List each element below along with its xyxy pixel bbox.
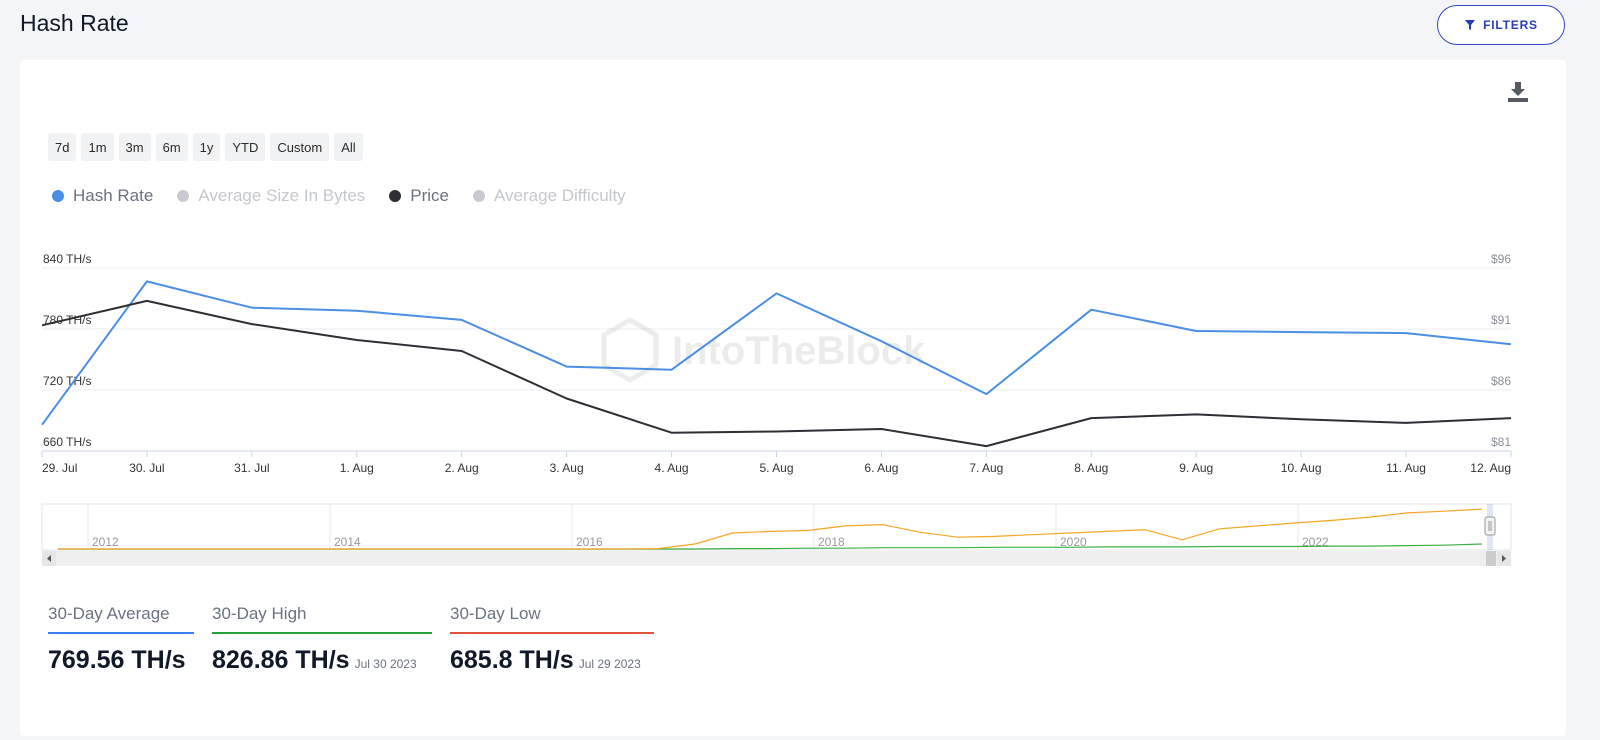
watermark-logo <box>601 317 659 383</box>
legend-dot <box>389 190 402 202</box>
y-right-tick-label: $86 <box>1491 374 1511 388</box>
range-all-button[interactable]: All <box>334 133 363 161</box>
navigator-year-label: 2022 <box>1302 535 1329 549</box>
watermark: IntoTheBlock <box>601 317 926 383</box>
range-1y-button[interactable]: 1y <box>192 133 221 161</box>
scrollbar-track <box>42 551 1511 566</box>
navigator-year-label: 2020 <box>1060 535 1087 549</box>
legend-label: Average Size In Bytes <box>198 186 366 205</box>
stat-label: 30-Day Average <box>48 604 194 634</box>
navigator-frame <box>41 503 1512 551</box>
range-buttons: 7d 1m 3m 6m 1y YTD Custom All <box>48 133 363 161</box>
legend-label: Average Difficulty <box>494 186 626 205</box>
scrollbar-thumb <box>1486 551 1496 566</box>
x-tick-label: 8. Aug <box>1074 461 1108 475</box>
legend-label: Price <box>410 186 450 205</box>
stats-row: 30-Day Average 769.56 TH/s 30-Day High 8… <box>48 604 672 675</box>
range-custom-button[interactable]: Custom <box>270 133 330 161</box>
navigator-year-label: 2014 <box>334 535 361 549</box>
x-tick-label: 29. Jul <box>42 461 77 475</box>
legend-item-average-difficulty[interactable]: Average Difficulty <box>473 186 626 206</box>
x-tick-label: 6. Aug <box>864 461 898 475</box>
filter-icon <box>1465 20 1476 30</box>
download-icon <box>1508 82 1528 102</box>
chart-legend: Hash Rate Average Size In Bytes Price Av… <box>52 186 626 206</box>
stat-30-day-low: 30-Day Low 685.8 TH/s Jul 29 2023 <box>450 604 654 675</box>
navigator-year-label: 2012 <box>92 535 119 549</box>
page-title: Hash Rate <box>20 10 129 36</box>
filters-button[interactable]: FILTERS <box>1437 5 1565 45</box>
legend-item-average-size[interactable]: Average Size In Bytes <box>177 186 365 206</box>
stat-value-row: 826.86 TH/s Jul 30 2023 <box>212 646 432 675</box>
legend-item-hash-rate[interactable]: Hash Rate <box>52 186 153 206</box>
range-1m-button[interactable]: 1m <box>81 133 114 161</box>
x-tick-label: 10. Aug <box>1281 461 1322 475</box>
range-3m-button[interactable]: 3m <box>118 133 151 161</box>
navigator-year-label: 2016 <box>576 535 603 549</box>
x-tick-label: 12. Aug <box>1470 461 1511 475</box>
stat-label: 30-Day Low <box>450 604 654 634</box>
stat-30-day-high: 30-Day High 826.86 TH/s Jul 30 2023 <box>212 604 432 675</box>
x-tick-label: 7. Aug <box>969 461 1003 475</box>
x-tick-label: 9. Aug <box>1179 461 1213 475</box>
y-left-tick-label: 840 TH/s <box>43 252 91 266</box>
x-tick-label: 2. Aug <box>445 461 479 475</box>
legend-label: Hash Rate <box>73 186 154 205</box>
scrollbar-left-arrow <box>47 555 51 562</box>
stat-30-day-average: 30-Day Average 769.56 TH/s <box>48 604 194 675</box>
legend-dot <box>177 190 190 202</box>
chart-card: 7d 1m 3m 6m 1y YTD Custom All Hash Rate … <box>20 60 1566 736</box>
download-button[interactable] <box>1505 79 1531 105</box>
y-right-tick-label: $81 <box>1491 435 1511 449</box>
legend-item-price[interactable]: Price <box>389 186 449 206</box>
stat-value: 769.56 TH/s <box>48 646 186 674</box>
series-line-price <box>41 299 1512 448</box>
stat-date: Jul 29 2023 <box>578 657 641 671</box>
stat-value-row: 685.8 TH/s Jul 29 2023 <box>450 646 654 675</box>
legend-dot <box>52 190 64 202</box>
stat-date: Jul 30 2023 <box>354 657 417 671</box>
y-right-tick-label: $91 <box>1491 313 1511 327</box>
y-right-tick-label: $96 <box>1491 252 1511 266</box>
x-tick-label: 3. Aug <box>550 461 584 475</box>
range-ytd-button[interactable]: YTD <box>225 133 266 161</box>
x-tick-label: 4. Aug <box>655 461 689 475</box>
stat-label: 30-Day High <box>212 604 432 634</box>
navigator-handle <box>1484 516 1496 536</box>
legend-dot <box>473 190 486 202</box>
x-tick-label: 11. Aug <box>1386 461 1426 475</box>
x-tick-label: 30. Jul <box>129 461 164 475</box>
x-tick-label: 31. Jul <box>234 461 269 475</box>
series-line-hash-rate <box>41 280 1512 426</box>
y-left-tick-label: 660 TH/s <box>43 435 91 449</box>
x-tick-label: 1. Aug <box>340 461 374 475</box>
x-tick-label: 5. Aug <box>759 461 793 475</box>
stat-value: 826.86 TH/s <box>212 646 350 674</box>
navigator-price-line <box>58 508 1483 550</box>
filters-label: FILTERS <box>1483 18 1538 32</box>
y-left-tick-label: 720 TH/s <box>43 374 91 388</box>
navigator-year-label: 2018 <box>818 535 845 549</box>
range-7d-button[interactable]: 7d <box>48 133 77 161</box>
watermark-text: IntoTheBlock <box>672 329 926 373</box>
stat-value-row: 769.56 TH/s <box>48 646 194 675</box>
stat-value: 685.8 TH/s <box>450 646 574 674</box>
scrollbar-right-arrow <box>1502 555 1506 562</box>
range-6m-button[interactable]: 6m <box>155 133 188 161</box>
